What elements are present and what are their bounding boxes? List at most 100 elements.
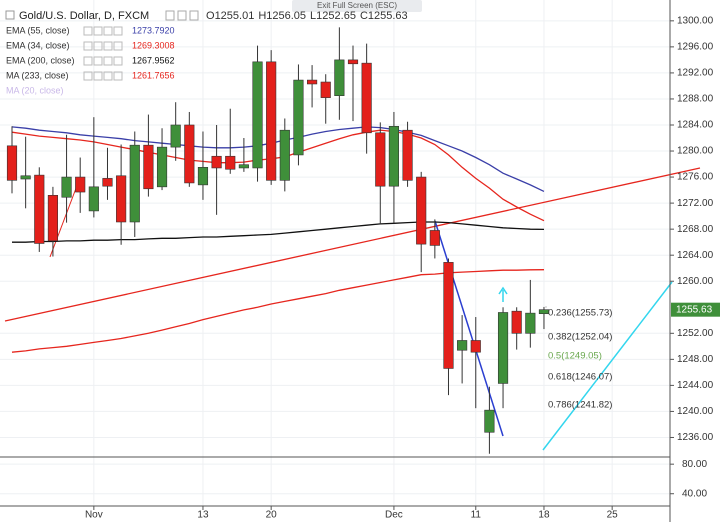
legend-value: 1267.9562 xyxy=(132,55,175,65)
candle-body xyxy=(197,167,209,186)
legend-icon xyxy=(113,41,123,51)
legend-icon xyxy=(83,56,93,66)
candle-body xyxy=(20,175,31,180)
legend-name: MA (233, close) xyxy=(6,70,69,80)
exit-button-label[interactable]: Exit Full Screen (ESC) xyxy=(317,1,397,10)
ohlc-value: 1255.01 xyxy=(215,10,255,22)
x-tick-label: 25 xyxy=(607,510,619,521)
icon[interactable] xyxy=(177,10,187,21)
y-tick-label: 1276.00 xyxy=(677,172,714,183)
candle-body xyxy=(429,230,440,246)
y2-tick-label: 80.00 xyxy=(682,459,707,470)
candle-body xyxy=(225,155,236,170)
collapse-icon[interactable] xyxy=(5,10,15,20)
y-tick-label: 1236.00 xyxy=(677,432,714,443)
exit-button[interactable] xyxy=(292,0,422,12)
legend-icon xyxy=(103,71,113,81)
ohlc-letter: O xyxy=(206,10,215,22)
trend-line xyxy=(434,220,504,437)
y-tick-label: 1248.00 xyxy=(677,354,714,365)
y-tick-label: 1260.00 xyxy=(677,276,714,287)
candle-body xyxy=(375,132,386,187)
y-tick-label: 1288.00 xyxy=(677,94,714,105)
y-tick-label: 1240.00 xyxy=(677,406,714,417)
y-tick-label: 1292.00 xyxy=(677,68,714,79)
legend-icon xyxy=(103,56,113,66)
candle-body xyxy=(334,59,345,96)
candle-body xyxy=(116,175,127,223)
symbol-title: Gold/U.S. Dollar, D, FXCM xyxy=(19,10,149,22)
legend-hidden-indicator: MA (20, close) xyxy=(6,85,64,95)
candle-body xyxy=(266,61,277,181)
y-tick-label: 1244.00 xyxy=(677,380,714,391)
x-tick-label: 11 xyxy=(471,510,482,521)
x-tick-label: 18 xyxy=(538,510,550,521)
legend-icon xyxy=(93,71,103,81)
ohlc-letter: H xyxy=(258,10,266,22)
last-price-box xyxy=(671,302,720,317)
ohlc-letter: L xyxy=(310,10,316,22)
legend: EMA (55, close) 1273.7920 EMA (34, close) 1… xyxy=(6,25,175,81)
indicator-lines xyxy=(11,126,545,353)
candle-body xyxy=(511,310,522,334)
candle-body xyxy=(347,59,359,65)
legend-icon xyxy=(103,41,113,51)
legend-icon xyxy=(103,26,113,36)
trend-line xyxy=(542,281,673,451)
legend-icon xyxy=(113,56,123,66)
candle-body xyxy=(457,340,468,351)
candle-body xyxy=(170,124,181,148)
ohlc-value: 1256.05 xyxy=(266,10,306,22)
ohlc-letter: C xyxy=(360,10,368,22)
legend-icon xyxy=(83,41,93,51)
y-tick-label: 1268.00 xyxy=(677,224,714,235)
candle-body xyxy=(47,194,58,242)
candle-body xyxy=(184,124,195,184)
legend-value: 1269.3008 xyxy=(132,40,175,50)
y2-tick-label: 40.00 xyxy=(682,488,707,499)
candle-body xyxy=(129,144,140,223)
fib-label: 0.236(1255.73) xyxy=(548,308,612,319)
candle-body xyxy=(238,164,249,169)
icon[interactable] xyxy=(165,10,175,21)
y-tick-label: 1284.00 xyxy=(677,120,714,131)
arrow xyxy=(498,286,508,295)
legend-icon xyxy=(93,26,103,36)
y-tick-label: 1296.00 xyxy=(677,42,714,53)
legend-value: 1261.7656 xyxy=(132,70,175,80)
header-icons[interactable] xyxy=(165,10,199,21)
fib-label: 0.382(1252.04) xyxy=(548,332,612,343)
candle-body xyxy=(525,312,536,334)
candle-body xyxy=(497,312,509,384)
candle-body xyxy=(484,409,495,433)
indicator-line xyxy=(11,129,545,222)
legend-icon xyxy=(93,41,103,51)
candle-body xyxy=(388,125,399,187)
candle-body xyxy=(402,129,413,181)
legend-icon xyxy=(113,71,123,81)
grid xyxy=(0,0,670,506)
indicator-line xyxy=(11,269,545,353)
last-price-label: 1255.63 xyxy=(676,304,713,315)
candles xyxy=(6,27,550,454)
legend-name: EMA (55, close) xyxy=(6,25,70,35)
candle-body xyxy=(470,340,481,353)
candle-body xyxy=(6,145,18,181)
candle-body xyxy=(75,176,86,193)
candle-body xyxy=(293,79,304,156)
legend-icon xyxy=(113,26,123,36)
x-tick-label: 13 xyxy=(197,510,209,521)
ohlc-readout: O1255.01 H1256.05 L1252.65 C1255.63 xyxy=(206,10,408,22)
candle-body xyxy=(279,129,290,181)
legend-icon xyxy=(83,26,93,36)
fib-label: 0.786(1241.82) xyxy=(548,400,612,411)
candle-body xyxy=(34,174,45,244)
x-tick-label: Dec xyxy=(385,510,403,521)
fib-label: 0.618(1246.07) xyxy=(548,372,612,383)
icon[interactable] xyxy=(189,10,199,21)
indicator-line xyxy=(11,126,545,192)
y-tick-label: 1280.00 xyxy=(677,146,714,157)
candle-body xyxy=(211,155,222,169)
ohlc-value: 1252.65 xyxy=(316,10,356,22)
